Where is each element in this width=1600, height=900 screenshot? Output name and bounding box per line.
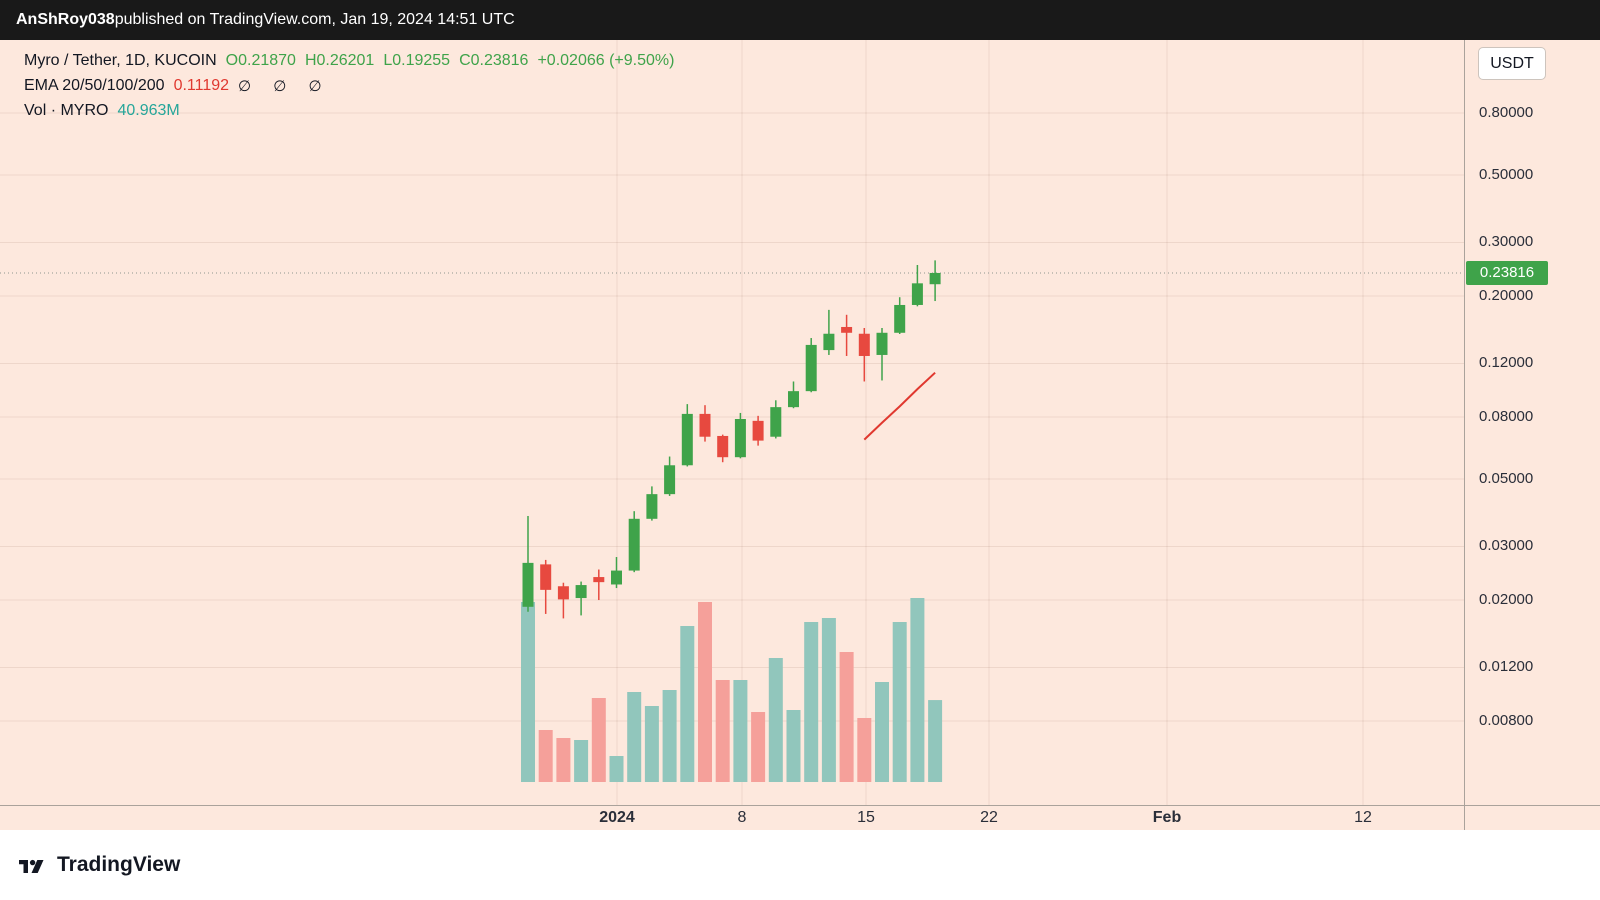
candle-body [911, 283, 923, 305]
price-axis-label: 0.80000 [1479, 104, 1534, 121]
ema-empty-values: ∅ ∅ ∅ [238, 77, 331, 95]
volume-bar [715, 680, 730, 782]
candle-body [717, 435, 729, 458]
currency-button[interactable]: USDT [1478, 47, 1546, 80]
candle-body [699, 413, 711, 437]
volume-bar [857, 718, 872, 782]
last-price-badge: 0.23816 [1466, 260, 1548, 285]
price-axis-label: 0.12000 [1479, 354, 1534, 372]
volume-bar [751, 712, 766, 782]
volume-bar [875, 682, 889, 782]
volume-bar [627, 692, 642, 782]
volume-indicator-label[interactable]: Vol · MYRO [24, 101, 109, 119]
ema-value: 0.11192 [173, 76, 230, 94]
candle-body [752, 420, 764, 441]
candle-body [557, 586, 569, 600]
ohlc-change: +0.02066 (+9.50%) [537, 51, 675, 69]
candle-body [540, 564, 552, 590]
volume-bar [591, 698, 606, 782]
volume-bar [644, 706, 659, 782]
volume-bar [556, 738, 571, 782]
tradingview-brand[interactable]: TradingView [57, 853, 181, 876]
volume-bar [786, 710, 801, 782]
volume-bar [538, 730, 553, 782]
volume-bar [733, 680, 748, 782]
ohlc-high: H0.26201 [304, 51, 375, 69]
volume-bar [662, 690, 677, 782]
candle-body [611, 570, 622, 585]
volume-bar [839, 652, 854, 782]
volume-bar [892, 622, 907, 782]
price-axis-label: 0.00800 [1479, 712, 1534, 729]
candle-body [522, 562, 534, 607]
time-axis[interactable]: 2024 8 15 22 Feb 12 [0, 805, 1600, 830]
candle-body [681, 413, 693, 466]
chart-panel: Myro / Tether, 1D, KUCOIN O0.21870 H0.26… [0, 40, 1600, 830]
price-axis-label: 0.03000 [1479, 537, 1534, 555]
price-axis-label: 0.30000 [1479, 233, 1534, 251]
price-axis-label: 0.20000 [1479, 287, 1534, 305]
candle-body [841, 326, 853, 333]
candle-body [593, 577, 605, 583]
price-axis-label: 0.08000 [1479, 408, 1534, 425]
ohlc-close: C0.23816 [459, 51, 529, 69]
publish-bar: AnShRoy038 published on TradingView.com,… [0, 0, 1600, 40]
time-axis-label: Feb [1152, 809, 1182, 826]
publish-text: published on TradingView.com, Jan 19, 20… [114, 11, 515, 28]
time-axis-label: 15 [857, 809, 875, 826]
volume-value: 40.963M [117, 101, 180, 119]
candle-body [646, 494, 658, 519]
candle-body [858, 333, 870, 356]
volume-bar [768, 658, 783, 782]
volume-bar [910, 598, 925, 782]
volume-bar [698, 602, 712, 782]
candle-body [575, 585, 587, 599]
candle-body [770, 407, 782, 437]
candle-body [734, 418, 746, 458]
volume-bar [928, 700, 943, 782]
volume-bar [804, 622, 819, 782]
price-axis-label: 0.05000 [1479, 470, 1534, 488]
volume-row: Vol · MYRO 40.963M [24, 98, 674, 123]
candle-body [929, 272, 941, 285]
candle-body [876, 332, 888, 355]
ema-row: EMA 20/50/100/200 0.11192 ∅ ∅ ∅ [24, 73, 674, 98]
candle-body [894, 304, 906, 333]
volume-bar [521, 602, 535, 782]
price-axis-label: 0.02000 [1479, 591, 1534, 609]
ohlc-low: L0.19255 [383, 51, 451, 69]
symbol-row: Myro / Tether, 1D, KUCOIN O0.21870 H0.26… [24, 48, 674, 73]
time-axis-label: 8 [737, 809, 747, 826]
footer: TradingView [0, 830, 1600, 900]
ema-indicator-label[interactable]: EMA 20/50/100/200 [24, 76, 165, 94]
candle-body [823, 333, 835, 351]
volume-bar [680, 626, 695, 782]
time-axis-label: 2024 [599, 809, 635, 826]
price-axis[interactable]: USDT 0.23816 0.80000 0.50000 0.30000 0.2000… [1464, 40, 1600, 830]
publisher-username: AnShRoy038 [16, 11, 115, 28]
candlestick-plot[interactable] [0, 40, 1464, 805]
candle-body [805, 344, 817, 392]
candle-body [664, 465, 676, 495]
volume-bar [821, 618, 836, 782]
candle-body [628, 518, 640, 571]
time-axis-label: 22 [980, 809, 998, 826]
symbol-title[interactable]: Myro / Tether, 1D, KUCOIN [24, 51, 217, 69]
time-axis-label: 12 [1354, 809, 1372, 826]
ema20-line [863, 371, 936, 441]
legend: Myro / Tether, 1D, KUCOIN O0.21870 H0.26… [24, 48, 674, 123]
volume-bar [609, 756, 624, 782]
price-axis-label: 0.50000 [1479, 166, 1534, 184]
volume-bar [574, 740, 589, 782]
ohlc-open: O0.21870 [225, 51, 296, 69]
price-axis-label: 0.01200 [1479, 658, 1534, 676]
tradingview-logo-icon[interactable] [18, 856, 48, 875]
candle-body [788, 391, 799, 408]
